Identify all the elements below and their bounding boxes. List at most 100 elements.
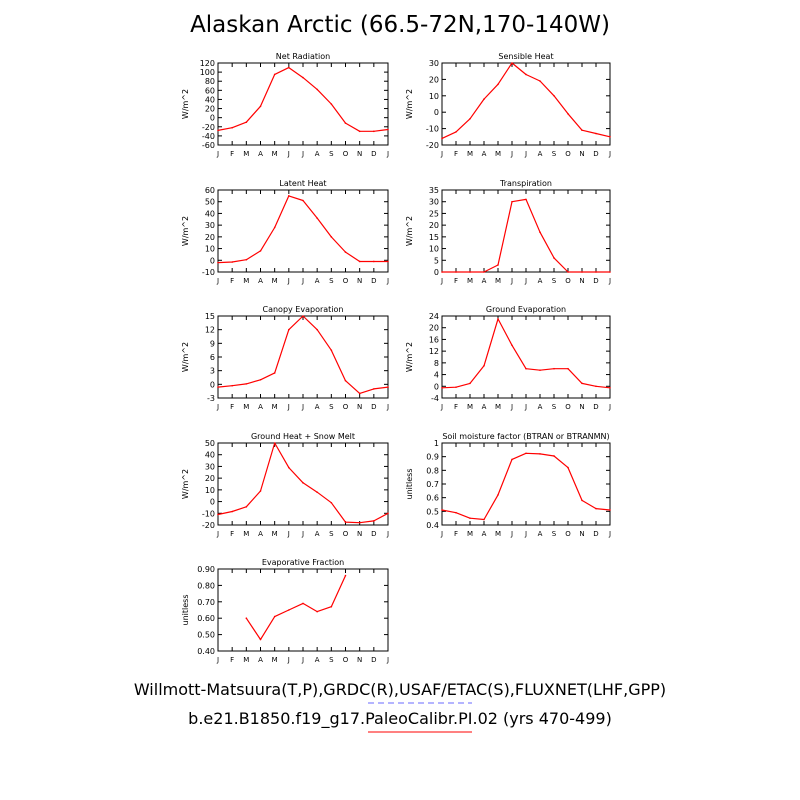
y-tick-label: 0.40: [197, 647, 215, 656]
data-point: [553, 95, 555, 97]
data-point: [259, 105, 262, 108]
y-tick-label: 0.60: [197, 614, 215, 623]
data-point: [387, 386, 389, 388]
y-tick-label: 10: [205, 486, 215, 495]
data-point: [553, 367, 555, 370]
data-point: [259, 638, 262, 641]
data-point: [316, 491, 318, 494]
series-line-model: [217, 195, 388, 264]
data-point: [567, 367, 569, 370]
x-tick-label: M: [272, 656, 278, 664]
y-tick-label: 30: [205, 462, 215, 471]
data-point: [231, 126, 233, 129]
x-tick-label: J: [440, 277, 443, 285]
y-tick-label: 20: [205, 105, 215, 114]
x-tick-label: J: [608, 277, 611, 285]
x-tick-label: J: [386, 150, 389, 158]
data-point: [273, 615, 276, 618]
data-point: [539, 453, 541, 455]
data-point: [217, 261, 219, 264]
y-tick-label: 0.8: [426, 466, 439, 475]
data-point: [469, 271, 471, 273]
x-tick-label: S: [329, 656, 334, 664]
data-point: [455, 131, 457, 133]
x-tick-label: N: [579, 150, 584, 158]
y-axis-label: W/m^2: [181, 342, 190, 372]
x-tick-label: A: [315, 277, 320, 285]
y-tick-label: 35: [429, 186, 439, 195]
x-tick-label: O: [343, 530, 349, 538]
x-tick-label: A: [315, 656, 320, 664]
data-point: [525, 198, 527, 201]
y-tick-label: 24: [429, 312, 439, 321]
data-point: [273, 226, 276, 229]
x-tick-label: J: [386, 403, 389, 411]
series-line-model: [245, 575, 347, 641]
y-axis-label: W/m^2: [181, 89, 190, 119]
series-line-model: [442, 198, 610, 273]
data-point: [455, 511, 457, 514]
data-point: [539, 369, 541, 371]
y-tick-label: 1: [434, 439, 439, 448]
x-tick-label: J: [216, 656, 219, 664]
y-axis-label: W/m^2: [405, 89, 414, 119]
series-line-model: [217, 315, 389, 394]
y-tick-label: 4: [434, 371, 439, 380]
y-tick-label: 0.70: [197, 598, 215, 607]
data-point: [497, 318, 499, 320]
data-point: [511, 200, 513, 203]
y-tick-label: 60: [205, 186, 215, 195]
panel-3: Latent Heat W/m^2 -10 0 10 20 30 40 50 60 J F M A M J J A…: [181, 179, 389, 285]
x-tick-label: M: [243, 150, 249, 158]
data-point: [231, 261, 233, 263]
data-point: [288, 609, 290, 611]
data-point: [609, 509, 611, 511]
observation-credit: Willmott-Matsuura(T,P),GRDC(R),USAF/ETAC…: [133, 680, 667, 699]
x-tick-label: A: [482, 150, 487, 158]
data-point: [441, 271, 443, 273]
data-point: [525, 452, 527, 455]
x-tick-label: F: [454, 530, 458, 538]
plot-frame: [441, 189, 611, 273]
data-point: [497, 494, 499, 496]
x-tick-label: M: [243, 403, 249, 411]
data-point: [581, 271, 583, 273]
y-tick-label: 8: [434, 359, 439, 368]
data-point: [316, 217, 318, 219]
x-tick-label: S: [329, 277, 334, 285]
x-tick-label: N: [357, 530, 362, 538]
y-tick-label: 10: [429, 92, 439, 101]
x-tick-label: A: [258, 277, 263, 285]
data-point: [245, 121, 248, 124]
x-tick-label: O: [565, 277, 571, 285]
y-tick-label: 20: [205, 474, 215, 483]
data-point: [581, 129, 583, 132]
y-tick-label: 0.5: [426, 507, 439, 516]
x-tick-label: M: [243, 277, 249, 285]
x-tick-label: A: [538, 150, 543, 158]
x-tick-label: J: [301, 530, 304, 538]
y-tick-label: 60: [205, 86, 215, 95]
x-tick-label: J: [440, 150, 443, 158]
panel-title: Net Radiation: [276, 52, 330, 61]
data-point: [302, 482, 304, 484]
panel-title: Latent Heat: [279, 179, 326, 188]
y-tick-label: -20: [426, 141, 439, 150]
data-point: [344, 574, 347, 577]
y-tick-label: 25: [429, 209, 439, 218]
x-tick-label: J: [510, 150, 513, 158]
y-axis-label: unitless: [405, 469, 414, 500]
x-tick-label: A: [315, 403, 320, 411]
x-tick-label: M: [495, 150, 501, 158]
x-tick-label: A: [258, 656, 263, 664]
x-tick-label: D: [371, 150, 376, 158]
x-tick-label: O: [343, 656, 349, 664]
y-tick-label: -20: [202, 123, 215, 132]
x-tick-label: N: [357, 656, 362, 664]
x-tick-label: J: [524, 403, 527, 411]
y-tick-label: 40: [205, 95, 215, 104]
panel-title: Transpiration: [499, 179, 552, 188]
x-tick-label: J: [510, 530, 513, 538]
